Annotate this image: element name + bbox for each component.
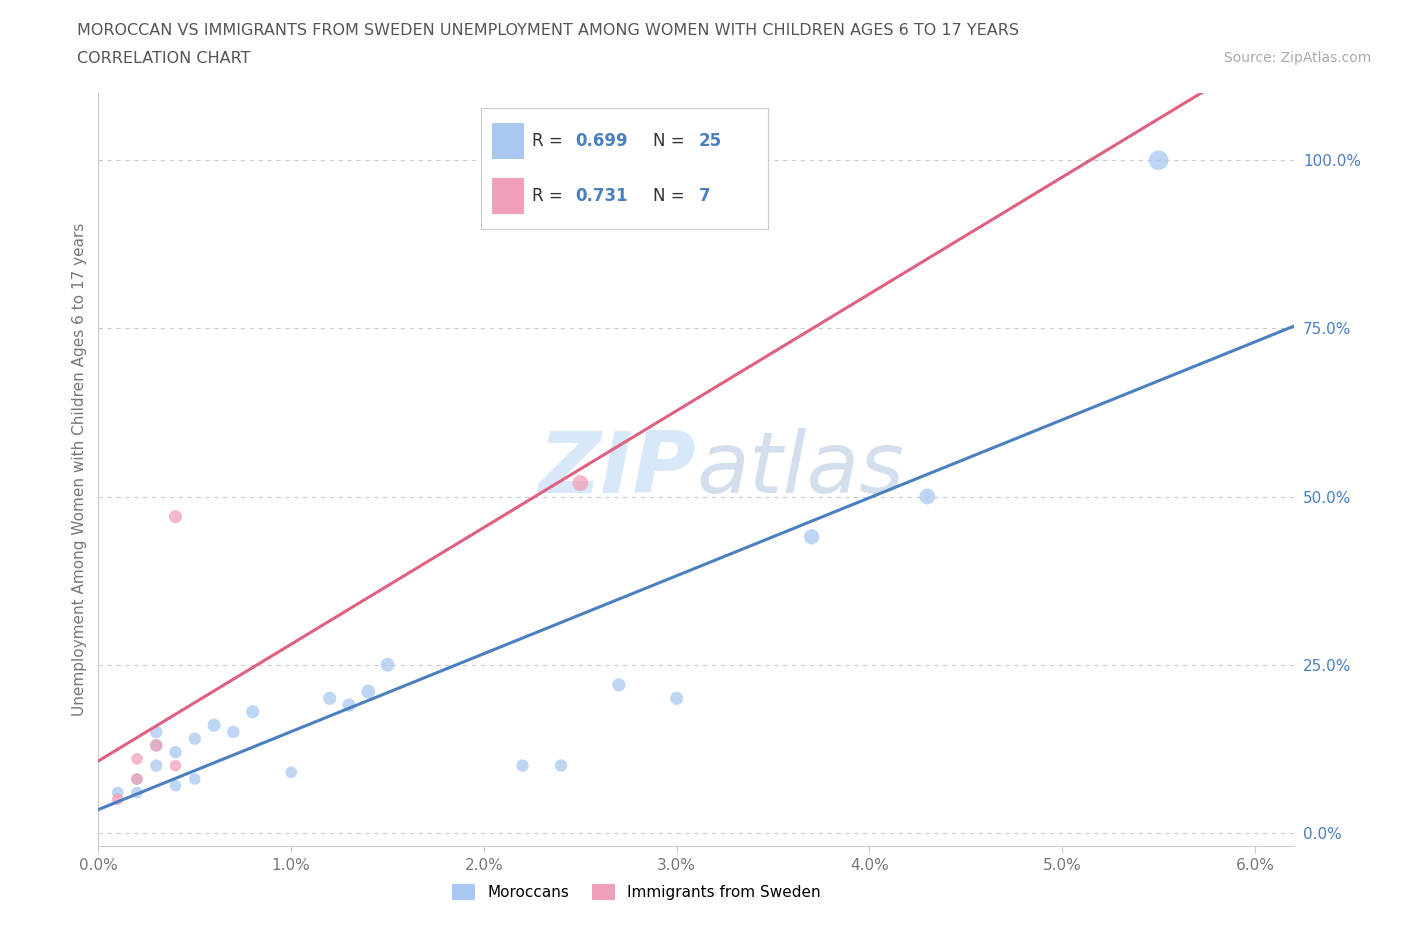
Point <box>607 677 630 692</box>
Point <box>107 785 129 800</box>
Point <box>165 510 187 525</box>
Point <box>145 738 167 753</box>
Point <box>184 731 207 746</box>
Point <box>145 758 167 773</box>
Point <box>145 738 167 753</box>
Point <box>569 475 592 490</box>
Point <box>125 772 148 787</box>
Point <box>917 489 939 504</box>
Legend: Moroccans, Immigrants from Sweden: Moroccans, Immigrants from Sweden <box>446 878 827 907</box>
Text: MOROCCAN VS IMMIGRANTS FROM SWEDEN UNEMPLOYMENT AMONG WOMEN WITH CHILDREN AGES 6: MOROCCAN VS IMMIGRANTS FROM SWEDEN UNEMP… <box>77 23 1019 38</box>
Point <box>107 791 129 806</box>
Text: CORRELATION CHART: CORRELATION CHART <box>77 51 250 66</box>
Point <box>145 724 167 739</box>
Text: atlas: atlas <box>696 428 904 512</box>
Text: Source: ZipAtlas.com: Source: ZipAtlas.com <box>1223 51 1371 65</box>
Point <box>165 758 187 773</box>
Point <box>1147 153 1170 167</box>
Text: ZIP: ZIP <box>538 428 696 512</box>
Point <box>222 724 245 739</box>
Point <box>184 772 207 787</box>
Point <box>125 751 148 766</box>
Point <box>377 658 399 672</box>
Point <box>550 758 572 773</box>
Point <box>125 785 148 800</box>
Point <box>337 698 360 712</box>
Point <box>319 691 342 706</box>
Point <box>165 778 187 793</box>
Point <box>202 718 225 733</box>
Point <box>165 745 187 760</box>
Point <box>357 684 380 699</box>
Y-axis label: Unemployment Among Women with Children Ages 6 to 17 years: Unemployment Among Women with Children A… <box>72 223 87 716</box>
Point <box>512 758 534 773</box>
Point <box>242 704 264 719</box>
Point <box>665 691 688 706</box>
Point <box>280 764 302 779</box>
Point <box>800 529 823 544</box>
Point <box>125 772 148 787</box>
